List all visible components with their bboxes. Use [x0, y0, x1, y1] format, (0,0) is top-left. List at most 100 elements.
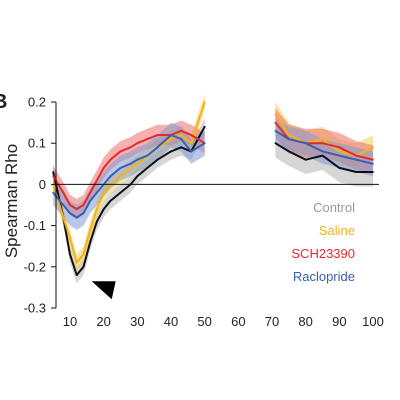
panel-label: B [0, 91, 7, 113]
data-point-sch23390 [96, 179, 98, 182]
y-tick-label: -0.3 [24, 301, 46, 316]
data-point-saline [129, 167, 132, 169]
data-point-raclopride [156, 146, 159, 149]
data-point-control [146, 167, 149, 169]
legend-entry-control: Control [313, 200, 355, 215]
data-point-control [119, 191, 122, 194]
data-point-saline [75, 261, 78, 264]
y-tick-label: -0.2 [24, 259, 46, 274]
data-point-raclopride [129, 162, 132, 165]
data-point-control [203, 125, 206, 128]
data-point-raclopride [355, 158, 358, 161]
data-point-sch23390 [355, 154, 358, 157]
data-point-raclopride [338, 154, 341, 157]
data-point-control [52, 171, 55, 173]
data-point-control [372, 171, 374, 173]
data-point-saline [287, 134, 290, 136]
data-point-raclopride [89, 200, 92, 202]
data-point-saline [197, 121, 199, 124]
data-point-control [82, 265, 85, 268]
data-point-sch23390 [75, 208, 78, 211]
data-point-raclopride [372, 162, 374, 165]
data-point-saline [82, 253, 85, 256]
data-point-sch23390 [190, 134, 193, 136]
x-tick-label: 90 [332, 314, 346, 329]
y-tick-label: 0.1 [28, 136, 46, 151]
data-point-raclopride [62, 204, 65, 206]
legend-entry-raclopride: Raclopride [293, 269, 355, 284]
data-point-control [102, 208, 105, 211]
data-point-sch23390 [129, 146, 132, 149]
axes-layer: 0.2 0.1 0 -0.1 -0.2 -0.3 10 20 30 40 50 60 70 80 90 100… [0, 91, 384, 329]
y-tick-label: 0 [39, 177, 46, 192]
data-point-raclopride [82, 212, 85, 215]
data-point-saline [102, 191, 105, 194]
x-tick-label: 20 [96, 314, 110, 329]
x-tick-label: 100 [362, 314, 384, 329]
data-point-saline [62, 216, 65, 219]
x-tick-label: 60 [231, 314, 245, 329]
data-point-saline [136, 162, 139, 165]
data-point-saline [170, 138, 172, 141]
data-point-control [69, 253, 71, 256]
data-point-sch23390 [146, 138, 149, 141]
annotations-layer [91, 281, 116, 300]
error-band-raclopride-1 [275, 118, 373, 177]
x-tick-label: 50 [197, 314, 211, 329]
legend-entry-saline: Saline [319, 223, 355, 238]
data-point-raclopride [119, 167, 122, 169]
data-point-sch23390 [109, 158, 112, 161]
data-point-sch23390 [69, 204, 71, 206]
error-band-raclopride-0 [53, 122, 205, 230]
data-point-saline [69, 237, 71, 239]
data-point-raclopride [146, 154, 149, 157]
data-point-saline [89, 228, 92, 231]
data-point-sch23390 [136, 142, 139, 145]
data-point-control [321, 154, 324, 157]
data-point-raclopride [321, 150, 324, 153]
data-point-sch23390 [180, 129, 183, 132]
data-point-raclopride [75, 216, 78, 219]
data-point-raclopride [136, 158, 139, 161]
data-point-saline [321, 138, 324, 141]
data-point-saline [372, 146, 374, 149]
data-point-control [156, 158, 159, 161]
series-lines-layer [52, 101, 374, 276]
data-point-raclopride [190, 150, 193, 153]
data-point-control [96, 220, 98, 223]
data-point-sch23390 [156, 134, 159, 136]
legend-layer: Control Saline SCH23390 Raclopride [291, 200, 355, 284]
data-point-saline [338, 150, 341, 153]
data-point-sch23390 [82, 204, 85, 206]
data-point-control [287, 150, 290, 153]
data-point-saline [190, 142, 193, 145]
y-tick-label: -0.1 [24, 218, 46, 233]
data-point-sch23390 [89, 191, 92, 194]
data-point-raclopride [203, 142, 206, 145]
data-point-saline [96, 208, 98, 211]
data-point-raclopride [287, 138, 290, 141]
data-point-saline [180, 134, 183, 136]
data-point-sch23390 [119, 150, 122, 153]
x-tick-label: 80 [298, 314, 312, 329]
data-point-saline [119, 175, 122, 178]
data-point-sch23390 [338, 146, 341, 149]
data-point-control [170, 150, 172, 153]
triangle-marker [91, 281, 116, 300]
data-point-control [274, 142, 277, 145]
legend-entry-sch23390: SCH23390 [291, 246, 355, 261]
x-tick-label: 40 [164, 314, 178, 329]
data-point-control [304, 158, 307, 161]
data-point-control [75, 274, 78, 276]
y-axis-label: Spearman Rho [2, 144, 21, 258]
data-point-raclopride [96, 191, 98, 194]
y-tick-label: 0.2 [28, 95, 46, 110]
data-point-sch23390 [274, 121, 277, 124]
data-point-saline [274, 113, 277, 116]
data-point-sch23390 [102, 167, 105, 169]
x-tick-label: 70 [265, 314, 279, 329]
data-point-raclopride [52, 191, 55, 194]
data-point-sch23390 [197, 138, 199, 141]
data-point-raclopride [69, 212, 71, 215]
data-point-saline [203, 101, 206, 103]
